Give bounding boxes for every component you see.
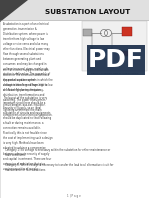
Text: Category II: Which voltage is necessary to transfer the load to all alternative : Category II: Which voltage is necessary … xyxy=(3,163,113,172)
Text: Figure 1: Schematic View of A Power System: Figure 1: Schematic View of A Power Syst… xyxy=(91,73,138,74)
Bar xyxy=(87,45,145,75)
Text: The layout of the substation is very
important since there should be a
Security : The layout of the substation is very imp… xyxy=(3,96,53,171)
Text: etc. ) of electric supply is called sub-
station or The electrical substation is: etc. ) of electric supply is called sub-… xyxy=(3,68,53,117)
Polygon shape xyxy=(0,0,28,22)
Bar xyxy=(90,49,98,55)
Bar xyxy=(122,51,128,56)
Bar xyxy=(83,29,92,36)
Text: A substation is a part of an electrical
generation, transmission &
Distribution : A substation is a part of an electrical … xyxy=(3,22,50,92)
Text: PDF: PDF xyxy=(88,48,144,72)
Bar xyxy=(0,0,149,20)
Text: Category 1: No voltage is necessary within the substation for either maintenance: Category 1: No voltage is necessary with… xyxy=(3,148,110,157)
Bar xyxy=(104,49,112,55)
Text: 1 | P a g e: 1 | P a g e xyxy=(67,194,81,198)
Bar xyxy=(122,27,132,36)
Bar xyxy=(82,21,147,71)
Text: SUBSTATION LAYOUT: SUBSTATION LAYOUT xyxy=(45,9,131,15)
